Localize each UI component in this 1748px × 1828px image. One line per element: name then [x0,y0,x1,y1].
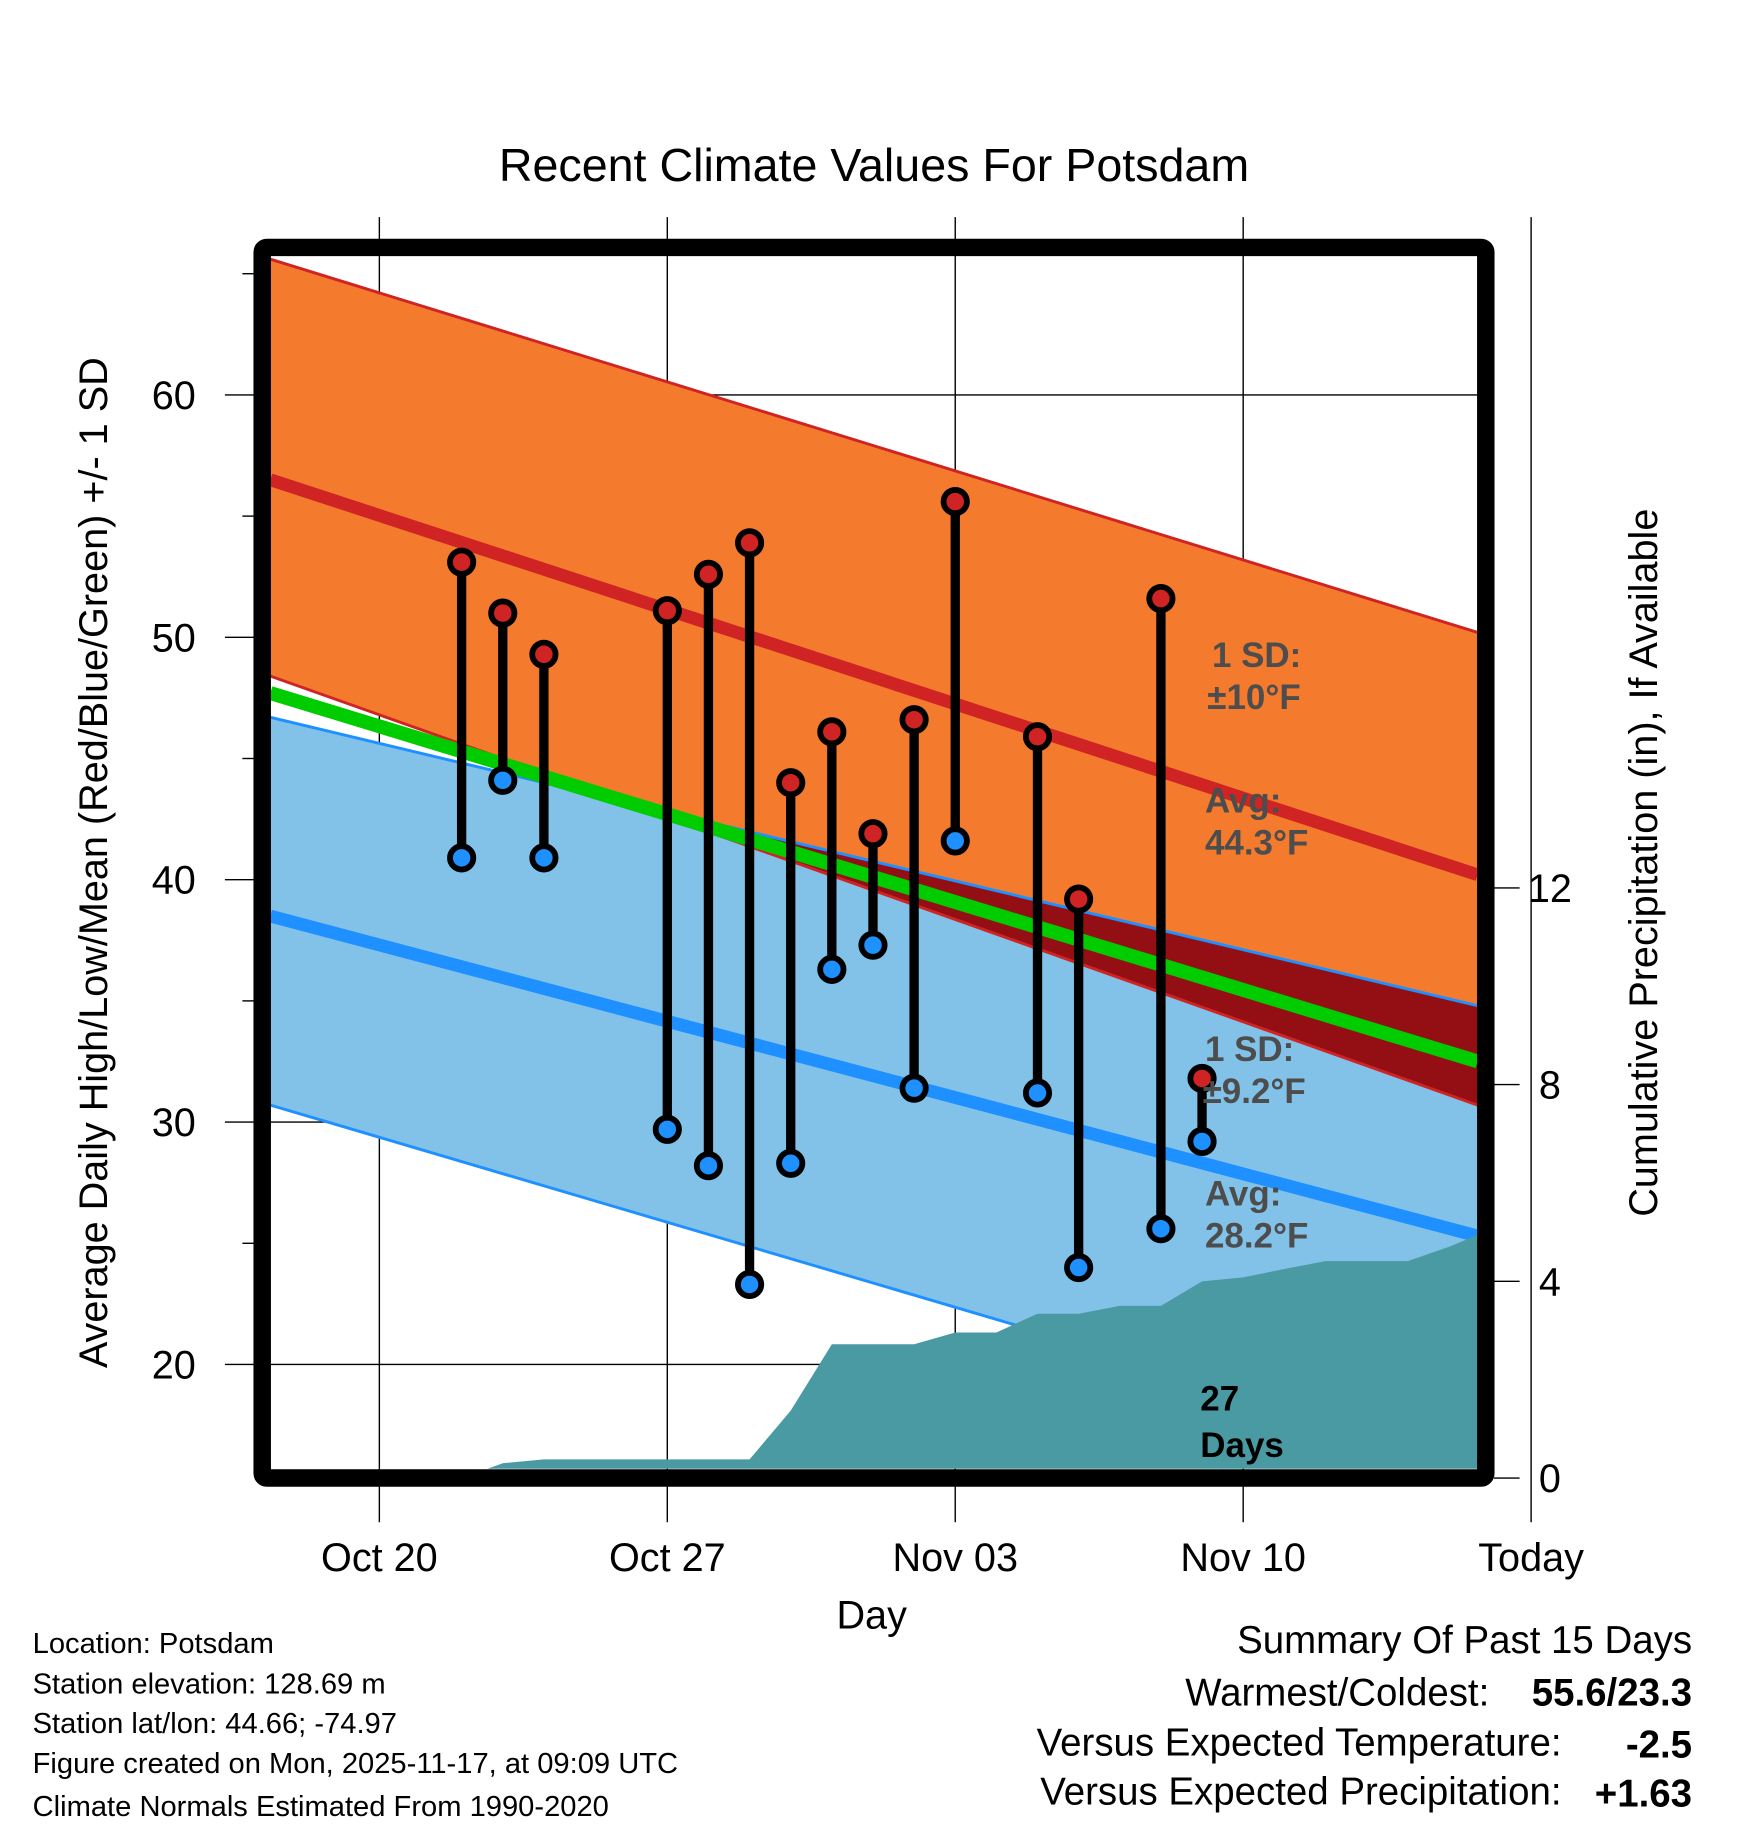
observed-high-point [488,598,518,628]
observed-low-point [776,1148,806,1178]
y-axis-ticks: 20 30 40 50 60 [152,273,255,1387]
observed-high-point [652,596,682,626]
footer-created: Figure created on Mon, 2025-11-17, at 09… [33,1748,678,1780]
y2-tick-label: 8 [1539,1064,1561,1108]
summary-precip-label: Versus Expected Precipitation: [1040,1770,1561,1813]
observed-low-point [652,1114,682,1144]
y-tick-label: 60 [152,374,196,418]
low-avg-value: 28.2°F [1205,1216,1308,1255]
observed-high-point [1146,583,1176,614]
low-sd-value: ±9.2°F [1203,1072,1306,1111]
footer-normals: Climate Normals Estimated From 1990-2020 [33,1791,609,1823]
x-tick-label: Nov 03 [892,1536,1018,1580]
observations [447,486,1217,1300]
y-tick-label: 20 [152,1343,196,1387]
chart-title: Recent Climate Values For Potsdam [499,139,1249,191]
x-axis-label: Day [836,1593,907,1637]
y2-tick-label: 0 [1539,1457,1561,1501]
footer-location: Location: Potsdam [33,1628,274,1660]
observed-high-point [735,528,765,558]
observed-high-point [529,639,559,669]
low-sd-label: 1 SD: [1205,1030,1294,1069]
summary-temp-value: -2.5 [1626,1724,1692,1767]
summary-warm-value: 55.6/23.3 [1532,1671,1692,1714]
y2-axis-ticks: 0 4 8 12 [1493,867,1572,1501]
observed-low-point [1187,1126,1217,1157]
observed-low-point [693,1151,724,1181]
avg-high-line [270,473,1478,881]
y2-tick-label: 4 [1539,1260,1561,1304]
observed-low-point [529,843,559,873]
footer-elevation: Station elevation: 128.69 m [33,1669,386,1701]
observed-low-point [940,826,970,856]
y-tick-label: 50 [152,616,196,660]
high-sd-upper-line [270,257,1478,634]
x-tick-label: Oct 20 [321,1536,438,1580]
observed-low-point [1064,1252,1094,1283]
observed-high-point [1187,1063,1217,1094]
footer-info: Location: Potsdam Station elevation: 128… [33,1628,678,1823]
observed-high-point [1064,884,1094,914]
days-label: Days [1200,1426,1284,1465]
observed-low-point [735,1269,765,1300]
observed-high-point [858,819,888,849]
days-count: 27 [1200,1379,1239,1418]
observed-high-point [447,547,477,577]
observed-low-point [899,1073,929,1103]
x-tick-label: Nov 10 [1180,1536,1306,1580]
low-sd-band [270,717,1478,1462]
observed-low-point [817,954,847,984]
observed-high-point [899,705,929,735]
observed-low-point [858,930,888,960]
x-tick-label: Oct 27 [609,1536,726,1580]
summary-warm-label: Warmest/Coldest: [1185,1671,1489,1714]
observed-low-point [488,765,518,795]
observed-high-point [1022,722,1053,752]
observed-high-point [940,486,970,517]
avg-low-line [270,909,1478,1243]
observed-low-point [447,843,477,873]
y2-axis-label: Cumulative Precipitation (in), If Availa… [1622,509,1666,1217]
summary-panel: Summary Of Past 15 Days Warmest/Coldest:… [1037,1619,1692,1816]
high-avg-label: Avg: [1205,782,1281,821]
observed-low-point [1146,1214,1176,1244]
footer-latlon: Station lat/lon: 44.66; -74.97 [33,1708,397,1740]
annotations: 1 SD: ±10°F Avg: 44.3°F 1 SD: ±9.2°F Avg… [1200,636,1308,1465]
y2-tick-label: 12 [1528,867,1572,911]
low-avg-label: Avg: [1205,1174,1281,1213]
summary-temp-label: Versus Expected Temperature: [1037,1721,1562,1764]
high-sd-value: ±10°F [1207,678,1300,717]
observed-high-point [817,717,847,747]
plot-area [270,257,1478,1469]
observed-high-point [693,559,724,589]
y-tick-label: 30 [152,1101,196,1145]
precip-area [487,1229,1478,1469]
plot-frame [253,238,1495,1487]
high-sd-label: 1 SD: [1212,636,1301,675]
observed-low-point [1022,1078,1053,1108]
y-axis-label: Average Daily High/Low/Mean (Red/Blue/Gr… [72,357,116,1368]
high-avg-value: 44.3°F [1205,824,1308,863]
summary-title: Summary Of Past 15 Days [1237,1619,1692,1662]
y-tick-label: 40 [152,859,196,903]
observed-high-point [776,768,806,798]
summary-precip-value: +1.63 [1595,1773,1692,1816]
x-tick-label: Today [1478,1536,1584,1580]
